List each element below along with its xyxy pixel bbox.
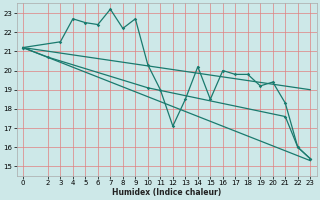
X-axis label: Humidex (Indice chaleur): Humidex (Indice chaleur) — [112, 188, 221, 197]
